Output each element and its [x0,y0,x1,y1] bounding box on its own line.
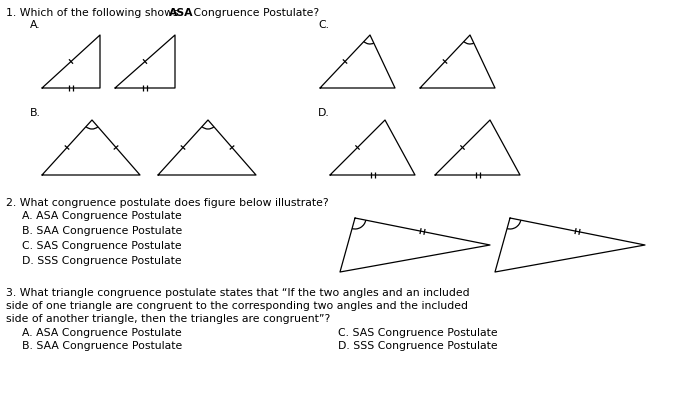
Text: A. ASA Congruence Postulate: A. ASA Congruence Postulate [22,328,181,338]
Text: D. SSS Congruence Postulate: D. SSS Congruence Postulate [22,256,181,266]
Text: Congruence Postulate?: Congruence Postulate? [190,8,319,18]
Text: B. SAA Congruence Postulate: B. SAA Congruence Postulate [22,226,182,236]
Text: D. SSS Congruence Postulate: D. SSS Congruence Postulate [338,341,498,351]
Text: side of one triangle are congruent to the corresponding two angles and the inclu: side of one triangle are congruent to th… [6,301,468,311]
Text: C. SAS Congruence Postulate: C. SAS Congruence Postulate [22,241,181,251]
Text: ASA: ASA [169,8,194,18]
Text: 1. Which of the following shows: 1. Which of the following shows [6,8,182,18]
Text: C. SAS Congruence Postulate: C. SAS Congruence Postulate [338,328,498,338]
Text: 3. What triangle congruence postulate states that “If the two angles and an incl: 3. What triangle congruence postulate st… [6,288,470,298]
Text: C.: C. [318,20,329,30]
Text: A. ASA Congruence Postulate: A. ASA Congruence Postulate [22,211,181,221]
Text: B. SAA Congruence Postulate: B. SAA Congruence Postulate [22,341,182,351]
Text: 2. What congruence postulate does figure below illustrate?: 2. What congruence postulate does figure… [6,198,328,208]
Text: side of another triangle, then the triangles are congruent”?: side of another triangle, then the trian… [6,314,330,324]
Text: A.: A. [30,20,41,30]
Text: B.: B. [30,108,41,118]
Text: D.: D. [318,108,330,118]
